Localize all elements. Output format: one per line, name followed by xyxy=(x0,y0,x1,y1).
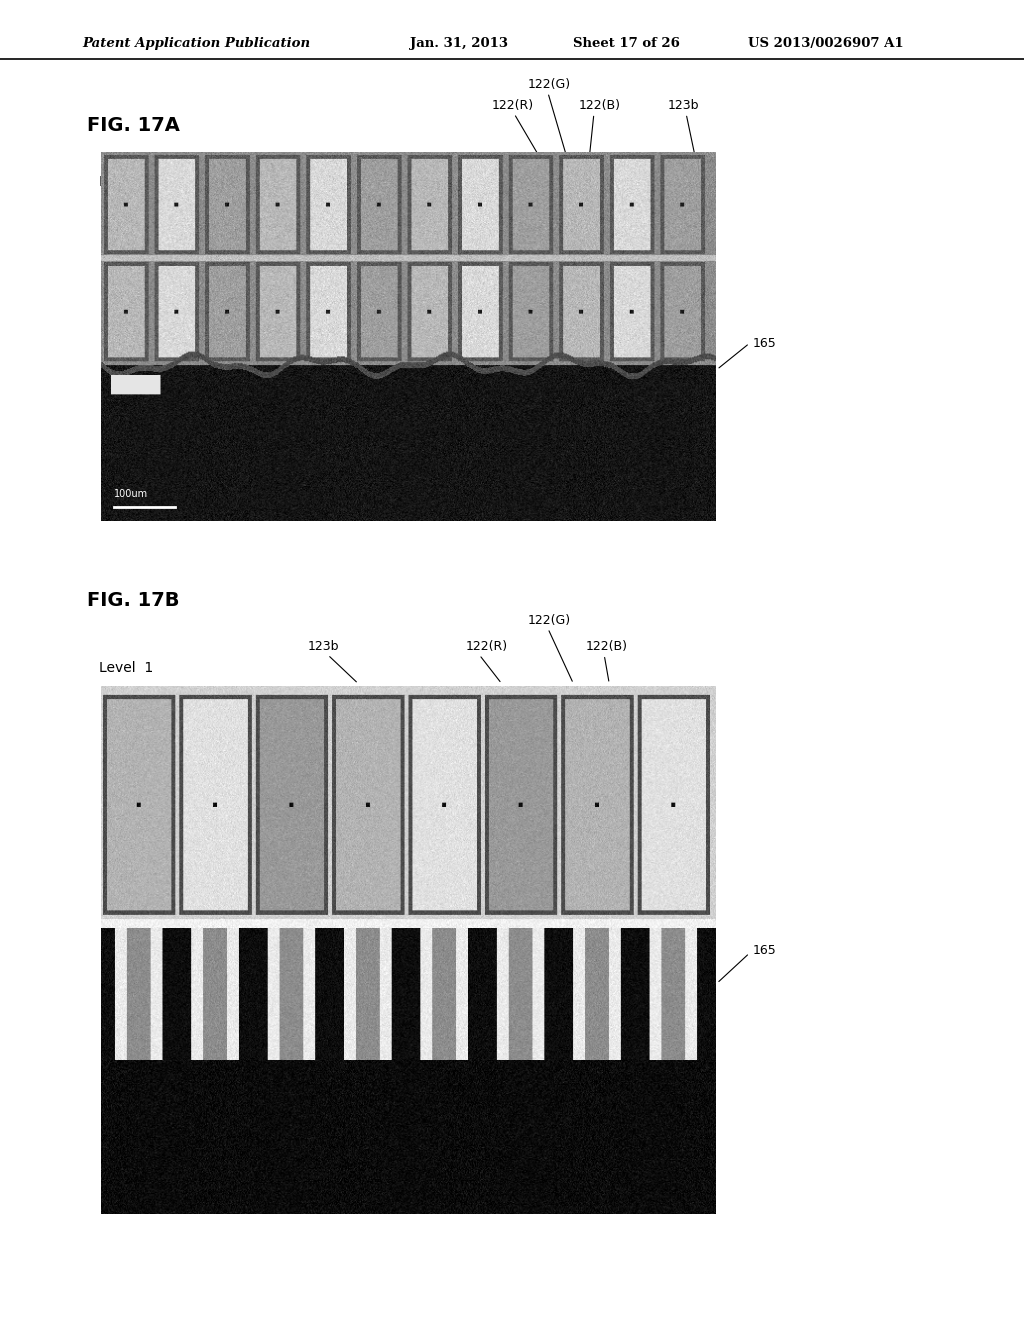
Text: US 2013/0026907 A1: US 2013/0026907 A1 xyxy=(748,37,903,50)
Text: 122(G): 122(G) xyxy=(527,614,570,627)
Text: Level  1: Level 1 xyxy=(99,661,154,675)
Text: 122(G): 122(G) xyxy=(527,78,570,91)
Text: 122(B): 122(B) xyxy=(586,640,628,653)
Text: Patent Application Publication: Patent Application Publication xyxy=(82,37,310,50)
Text: Jan. 31, 2013: Jan. 31, 2013 xyxy=(410,37,508,50)
Text: 123b: 123b xyxy=(668,99,699,112)
Text: 122(R): 122(R) xyxy=(466,640,508,653)
Text: Sheet 17 of 26: Sheet 17 of 26 xyxy=(573,37,680,50)
Text: 123b: 123b xyxy=(307,640,339,653)
Text: Level  3: Level 3 xyxy=(99,176,154,189)
Text: 122(B): 122(B) xyxy=(579,99,621,112)
Text: FIG. 17B: FIG. 17B xyxy=(87,591,179,610)
Text: 165: 165 xyxy=(753,944,776,957)
Text: FIG. 17A: FIG. 17A xyxy=(87,116,180,135)
Text: 165: 165 xyxy=(753,337,776,350)
Text: 100um: 100um xyxy=(114,490,147,499)
Text: 122(R): 122(R) xyxy=(492,99,534,112)
